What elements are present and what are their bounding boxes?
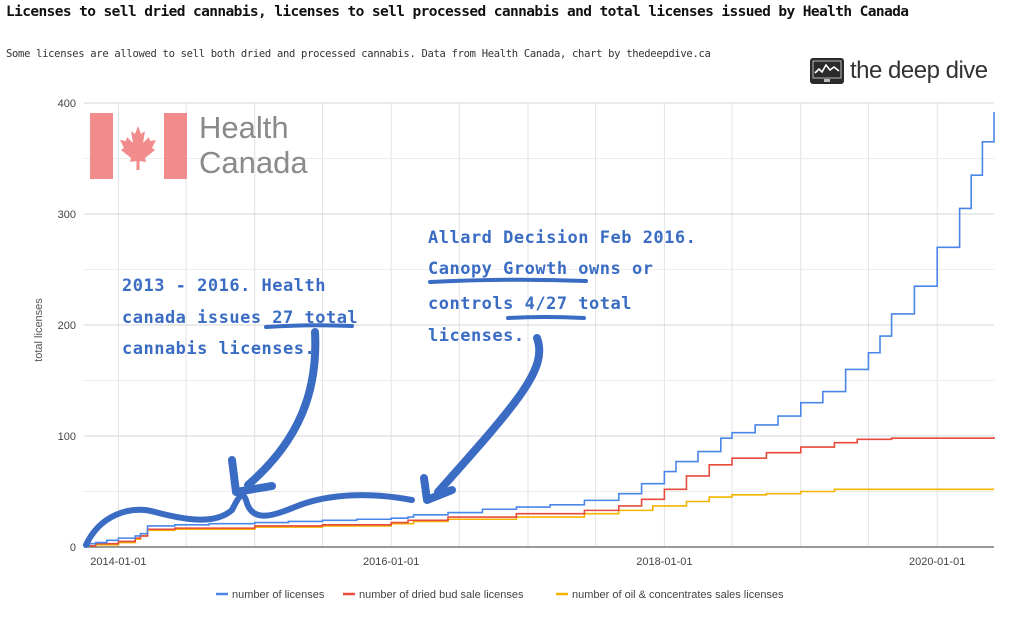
y-tick-label: 300 [58, 209, 76, 221]
legend-label: number of dried bud sale licenses [359, 589, 524, 601]
annotation-2-underline-a [428, 277, 588, 284]
annotation-1-line-2: canada issues 27 total [122, 308, 358, 328]
annotation-1: 2013 - 2016. Health canada issues 27 tot… [122, 276, 358, 496]
y-tick-label: 400 [58, 98, 76, 110]
maple-leaf-icon [120, 126, 156, 170]
series-line-1 [84, 437, 995, 547]
x-tick-label: 2020-01-01 [909, 556, 965, 568]
y-tick-label: 100 [58, 431, 76, 443]
health-canada-line2: Canada [199, 145, 308, 180]
y-tick-label: 0 [70, 542, 76, 554]
x-tick-label: 2014-01-01 [90, 556, 146, 568]
series-lines [84, 111, 995, 547]
annotation-2-line-2: Canopy Growth owns or [428, 259, 653, 279]
hand-drawn-curve [83, 492, 415, 548]
annotation-2-line-4: licenses. [428, 326, 525, 346]
chart-title: Licenses to sell dried cannabis, license… [6, 4, 909, 20]
flag-bar-right [164, 113, 187, 179]
annotation-2-arrowhead [420, 474, 456, 504]
legend-label: number of oil & concentrates sales licen… [572, 589, 784, 601]
annotation-1-line-3: cannabis licenses. [122, 339, 315, 359]
x-axis-ticks: 2014-01-01 2016-01-01 2018-01-01 2020-01-01 [90, 556, 965, 568]
annotation-1-line-1: 2013 - 2016. Health [122, 276, 326, 296]
annotation-2-line-3: controls 4/27 total [428, 294, 632, 314]
x-tick-label: 2016-01-01 [363, 556, 419, 568]
legend: number of licenses number of dried bud sa… [216, 589, 784, 601]
annotation-1-underline [264, 323, 354, 329]
chart-monitor-icon [810, 58, 844, 84]
health-canada-logo: Health Canada [90, 110, 308, 180]
y-axis-ticks: 0 100 200 300 400 [58, 98, 76, 554]
x-tick-label: 2018-01-01 [636, 556, 692, 568]
gridlines [84, 102, 994, 547]
brand-logo: the deep dive [810, 54, 988, 88]
y-axis-label: total licenses [33, 298, 45, 362]
annotation-2-arrow [434, 334, 544, 496]
legend-label: number of licenses [232, 589, 325, 601]
series-line-0 [84, 111, 995, 547]
annotation-2-underline-b [506, 315, 586, 320]
flag-bar-left [90, 113, 113, 179]
brand-name: the deep dive [850, 57, 988, 84]
annotation-2-line-1: Allard Decision Feb 2016. [428, 228, 696, 248]
annotation-1-arrowhead [228, 456, 276, 496]
chart-subtitle: Some licenses are allowed to sell both d… [6, 48, 711, 60]
annotation-1-arrow [244, 328, 320, 489]
health-canada-line1: Health [199, 110, 289, 145]
annotation-2: Allard Decision Feb 2016. Canopy Growth … [420, 228, 696, 504]
y-tick-label: 200 [58, 320, 76, 332]
